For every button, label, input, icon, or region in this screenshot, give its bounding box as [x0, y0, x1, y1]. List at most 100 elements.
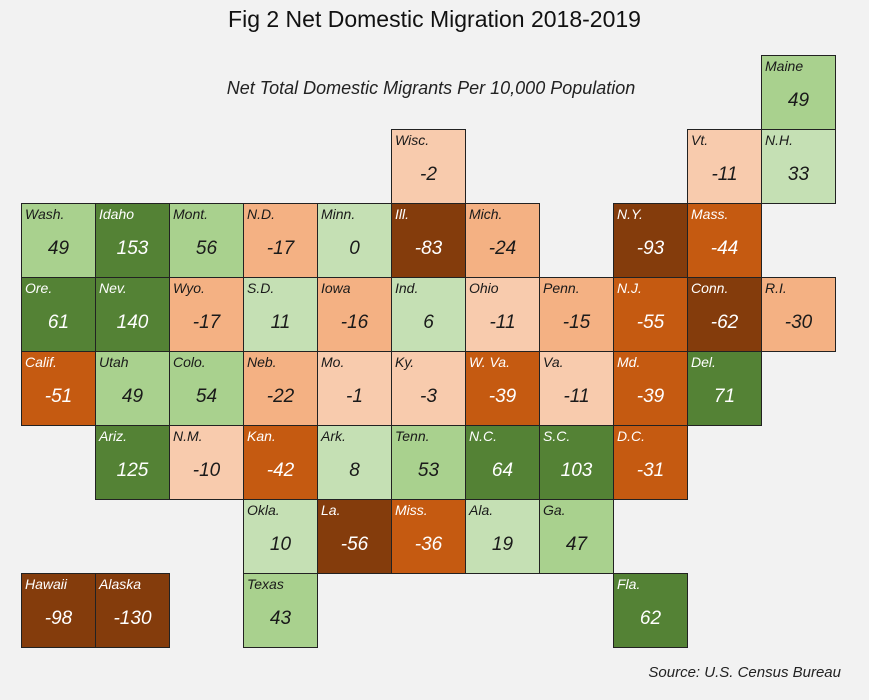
state-value: -83	[414, 238, 443, 259]
state-value: 19	[491, 534, 514, 555]
state-label: Minn.	[321, 206, 356, 222]
state-value: -62	[710, 312, 739, 333]
state-tile: N.M. -10	[169, 425, 244, 500]
state-value: -93	[636, 238, 665, 259]
source-note: Source: U.S. Census Bureau	[648, 664, 841, 681]
state-label: Tenn.	[395, 428, 430, 444]
state-value: 140	[116, 312, 149, 333]
state-tile: La. -56	[317, 499, 392, 574]
state-label: S.D.	[247, 280, 275, 296]
state-tile: Mo. -1	[317, 351, 392, 426]
state-value: 8	[349, 460, 360, 481]
state-label: R.I.	[765, 280, 787, 296]
state-label: Fla.	[617, 576, 641, 592]
state-label: Nev.	[99, 280, 127, 296]
state-label: Md.	[617, 354, 641, 370]
state-label: Ky.	[395, 354, 415, 370]
state-value: -17	[192, 312, 221, 333]
state-value: 33	[787, 164, 810, 185]
state-value: -51	[44, 386, 73, 407]
state-label: Ala.	[469, 502, 494, 518]
state-label: Ind.	[395, 280, 419, 296]
state-value: -10	[192, 460, 221, 481]
state-value: 6	[423, 312, 434, 333]
state-label: La.	[321, 502, 341, 518]
state-tile: Wisc. -2	[391, 129, 466, 204]
state-label: S.C.	[543, 428, 571, 444]
state-value: -31	[636, 460, 665, 481]
state-tile: Nev. 140	[95, 277, 170, 352]
chart-subtitle: Net Total Domestic Migrants Per 10,000 P…	[226, 78, 636, 98]
state-tile: Iowa -16	[317, 277, 392, 352]
state-tile: Miss. -36	[391, 499, 466, 574]
state-label: Mich.	[469, 206, 503, 222]
state-tile: Mass. -44	[687, 203, 762, 278]
state-label: Iowa	[321, 280, 351, 296]
state-tile: Idaho 153	[95, 203, 170, 278]
state-value: -130	[113, 608, 152, 629]
state-tile: Hawaii -98	[21, 573, 96, 648]
state-value: -44	[710, 238, 739, 259]
state-value: -55	[636, 312, 665, 333]
state-tile: Ariz. 125	[95, 425, 170, 500]
state-value: -42	[266, 460, 295, 481]
state-label: Maine	[765, 58, 804, 74]
state-tile: N.H. 33	[761, 129, 836, 204]
state-label: N.D.	[247, 206, 275, 222]
state-value: -24	[488, 238, 517, 259]
state-tile: Conn. -62	[687, 277, 762, 352]
state-tile: W. Va. -39	[465, 351, 540, 426]
state-value: 125	[116, 460, 149, 481]
state-label: Calif.	[25, 354, 57, 370]
state-tile: Tenn. 53	[391, 425, 466, 500]
state-tile: Ind. 6	[391, 277, 466, 352]
state-label: N.M.	[173, 428, 203, 444]
state-tile: D.C. -31	[613, 425, 688, 500]
state-label: Mass.	[691, 206, 729, 222]
state-value: -39	[636, 386, 665, 407]
state-value: 103	[560, 460, 593, 481]
state-value: 0	[349, 238, 360, 259]
state-tile: Ill. -83	[391, 203, 466, 278]
state-tile: Mich. -24	[465, 203, 540, 278]
state-value: 47	[565, 534, 588, 555]
state-value: -16	[340, 312, 369, 333]
state-value: 61	[47, 312, 70, 333]
state-value: 53	[417, 460, 440, 481]
state-label: Vt.	[691, 132, 709, 148]
state-tile: Vt. -11	[687, 129, 762, 204]
state-label: Del.	[691, 354, 716, 370]
state-tile: N.Y. -93	[613, 203, 688, 278]
state-value: 54	[195, 386, 218, 407]
state-tile: N.J. -55	[613, 277, 688, 352]
state-label: Miss.	[395, 502, 428, 518]
state-label: Penn.	[543, 280, 580, 296]
state-value: 62	[639, 608, 662, 629]
state-label: Texas	[247, 576, 284, 592]
state-value: -3	[420, 386, 437, 407]
state-value: -11	[489, 312, 516, 333]
state-tile: Md. -39	[613, 351, 688, 426]
state-tile: Minn. 0	[317, 203, 392, 278]
state-value: 49	[47, 238, 70, 259]
state-tile: Wash. 49	[21, 203, 96, 278]
state-label: Alaska	[99, 576, 142, 592]
state-value: -30	[784, 312, 813, 333]
state-label: Ariz.	[99, 428, 127, 444]
state-tile: Mont. 56	[169, 203, 244, 278]
state-label: N.Y.	[617, 206, 643, 222]
state-tile: Okla. 10	[243, 499, 318, 574]
state-label: Conn.	[691, 280, 729, 296]
state-value: -17	[266, 238, 295, 259]
state-tile: N.D. -17	[243, 203, 318, 278]
state-label: Ohio	[469, 280, 499, 296]
state-label: N.H.	[765, 132, 793, 148]
state-tile: Va. -11	[539, 351, 614, 426]
state-value: -56	[340, 534, 369, 555]
state-value: 71	[713, 386, 736, 407]
state-tile: N.C. 64	[465, 425, 540, 500]
state-tile: Ohio -11	[465, 277, 540, 352]
state-value: -1	[346, 386, 363, 407]
state-label: Mont.	[173, 206, 209, 222]
state-label: Okla.	[247, 502, 280, 518]
